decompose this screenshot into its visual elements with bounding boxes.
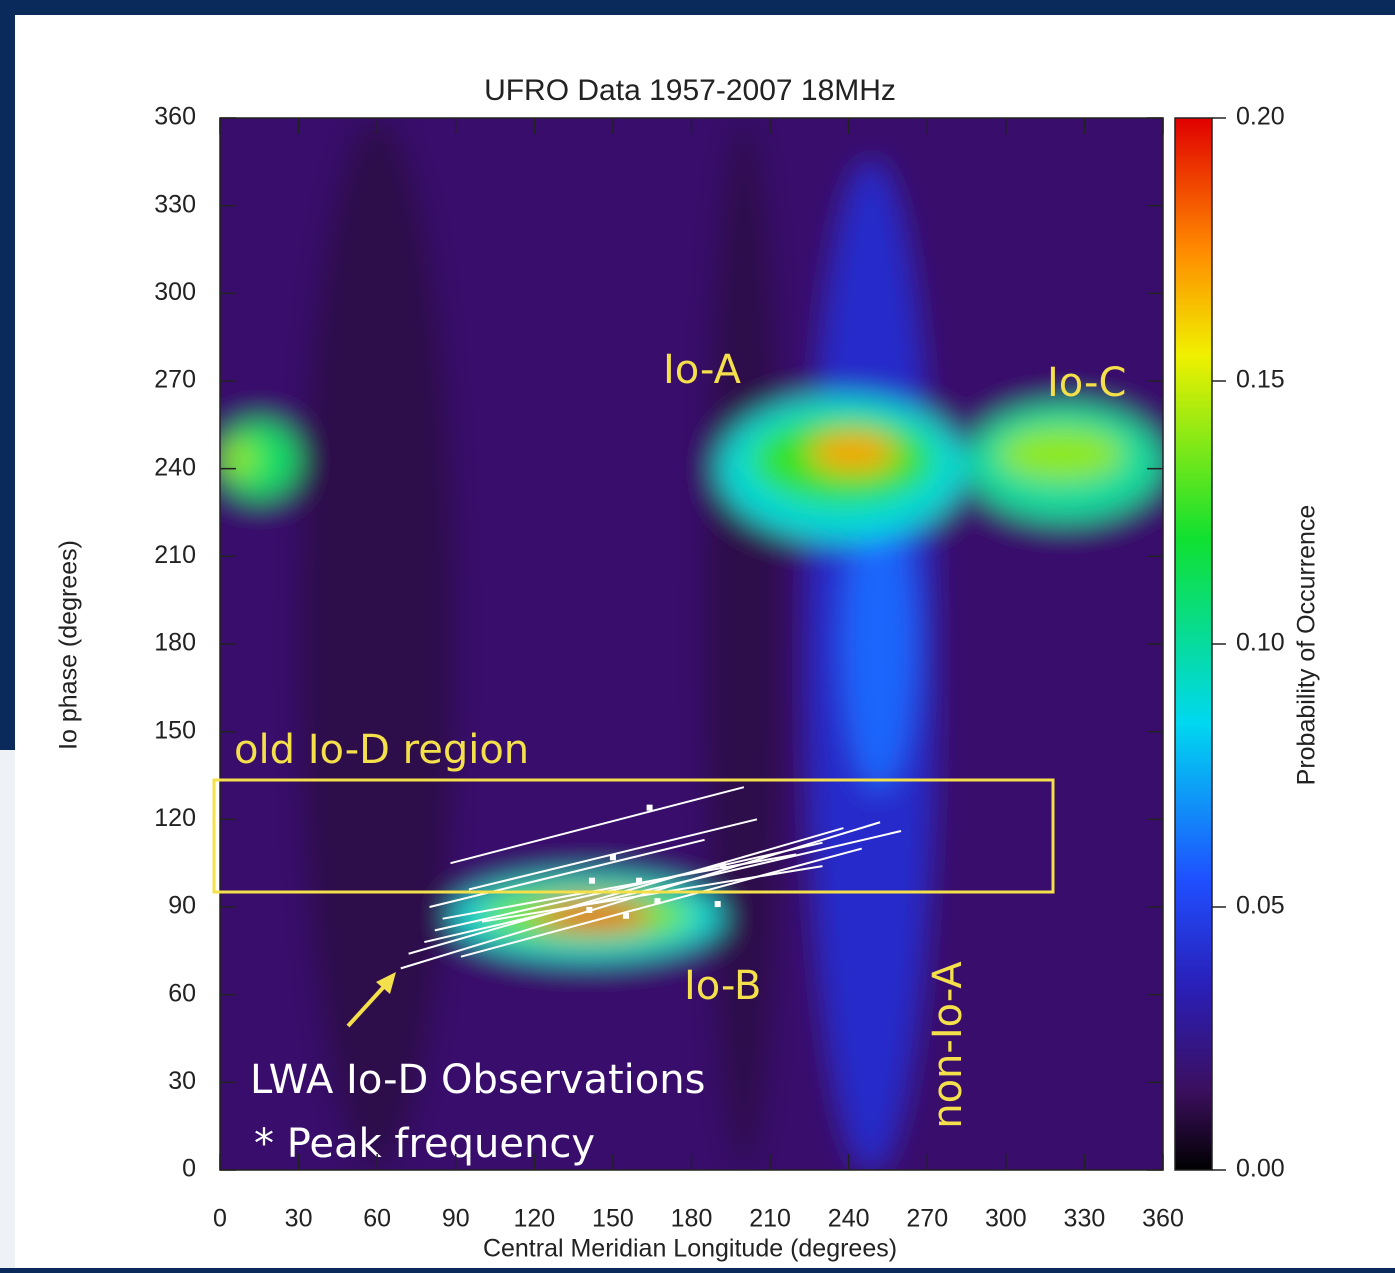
y-tick-label: 120 <box>154 804 196 832</box>
colorbar-tick-label: 0.00 <box>1236 1155 1285 1183</box>
colorbar-tick-label: 0.05 <box>1236 892 1285 920</box>
heatmap <box>220 118 1163 1170</box>
peak-point <box>586 906 593 913</box>
x-tick-label: 360 <box>1142 1205 1184 1233</box>
heat-cell <box>997 427 1124 481</box>
annotation: old Io-D region <box>234 727 529 773</box>
annotation: Io-B <box>684 963 761 1009</box>
y-tick-label: 30 <box>168 1067 196 1095</box>
colorbar-tick-label: 0.20 <box>1236 103 1285 131</box>
y-tick-label: 60 <box>168 979 196 1007</box>
x-tick-label: 150 <box>592 1205 634 1233</box>
annotation: Io-A <box>663 347 742 393</box>
x-tick-label: 30 <box>285 1205 313 1233</box>
colorbar <box>1174 117 1213 1171</box>
heat-cell <box>704 118 784 1170</box>
annotation-arrowhead <box>376 972 396 994</box>
lwa-observation <box>450 786 745 865</box>
slide-lower-left <box>0 750 15 1268</box>
x-tick-label: 0 <box>213 1205 227 1233</box>
peak-point <box>623 912 630 919</box>
old-io-d-box <box>212 778 1055 894</box>
heat-cell <box>843 497 915 791</box>
annotation: LWA Io-D Observations <box>250 1057 705 1103</box>
annotation: Io-C <box>1047 360 1126 406</box>
x-tick-label: 90 <box>442 1205 470 1233</box>
y-tick-label: 90 <box>168 892 196 920</box>
x-tick-label: 210 <box>749 1205 791 1233</box>
x-tick-label: 180 <box>671 1205 713 1233</box>
chart-title: UFRO Data 1957-2007 18MHz <box>484 74 896 107</box>
lwa-observation <box>442 853 797 920</box>
y-tick-label: 210 <box>154 541 196 569</box>
peak-point <box>719 863 726 870</box>
heat-cell <box>298 118 456 1170</box>
lwa-observation <box>424 830 902 944</box>
lwa-observation <box>460 847 863 958</box>
colorbar-tick-label: 0.15 <box>1236 366 1285 394</box>
heat-cell <box>534 901 653 931</box>
peak-point <box>714 901 721 908</box>
heatmap-cells <box>220 118 1163 1170</box>
lwa-observation <box>434 841 823 932</box>
y-tick-label: 360 <box>154 103 196 131</box>
y-tick-label: 330 <box>154 190 196 218</box>
x-tick-label: 60 <box>363 1205 391 1233</box>
x-tick-label: 120 <box>513 1205 555 1233</box>
heat-cell <box>220 439 257 478</box>
annotation: non-Io-A <box>925 961 971 1129</box>
peak-point <box>646 804 653 811</box>
y-tick-label: 240 <box>154 453 196 481</box>
colorbar-tick-label: 0.10 <box>1236 629 1285 657</box>
x-tick-label: 300 <box>985 1205 1027 1233</box>
x-tick-label: 240 <box>828 1205 870 1233</box>
y-tick-label: 150 <box>154 716 196 744</box>
lwa-observation <box>481 865 823 923</box>
peak-point <box>609 854 616 861</box>
y-tick-label: 270 <box>154 366 196 394</box>
lwa-observation <box>429 838 705 908</box>
heat-cell <box>809 433 896 472</box>
x-tick-label: 330 <box>1064 1205 1106 1233</box>
peak-point <box>588 877 595 884</box>
y-axis-label: Io phase (degrees) <box>55 540 83 750</box>
y-tick-label: 300 <box>154 278 196 306</box>
x-axis-label: Central Meridian Longitude (degrees) <box>483 1235 897 1263</box>
y-tick-label: 180 <box>154 629 196 657</box>
x-tick-label: 270 <box>906 1205 948 1233</box>
annotation: * Peak frequency <box>254 1121 595 1167</box>
peak-point <box>636 877 643 884</box>
y-tick-label: 0 <box>182 1155 196 1183</box>
colorbar-label: Probability of Occurrence <box>1293 505 1321 786</box>
peak-point <box>654 898 661 905</box>
